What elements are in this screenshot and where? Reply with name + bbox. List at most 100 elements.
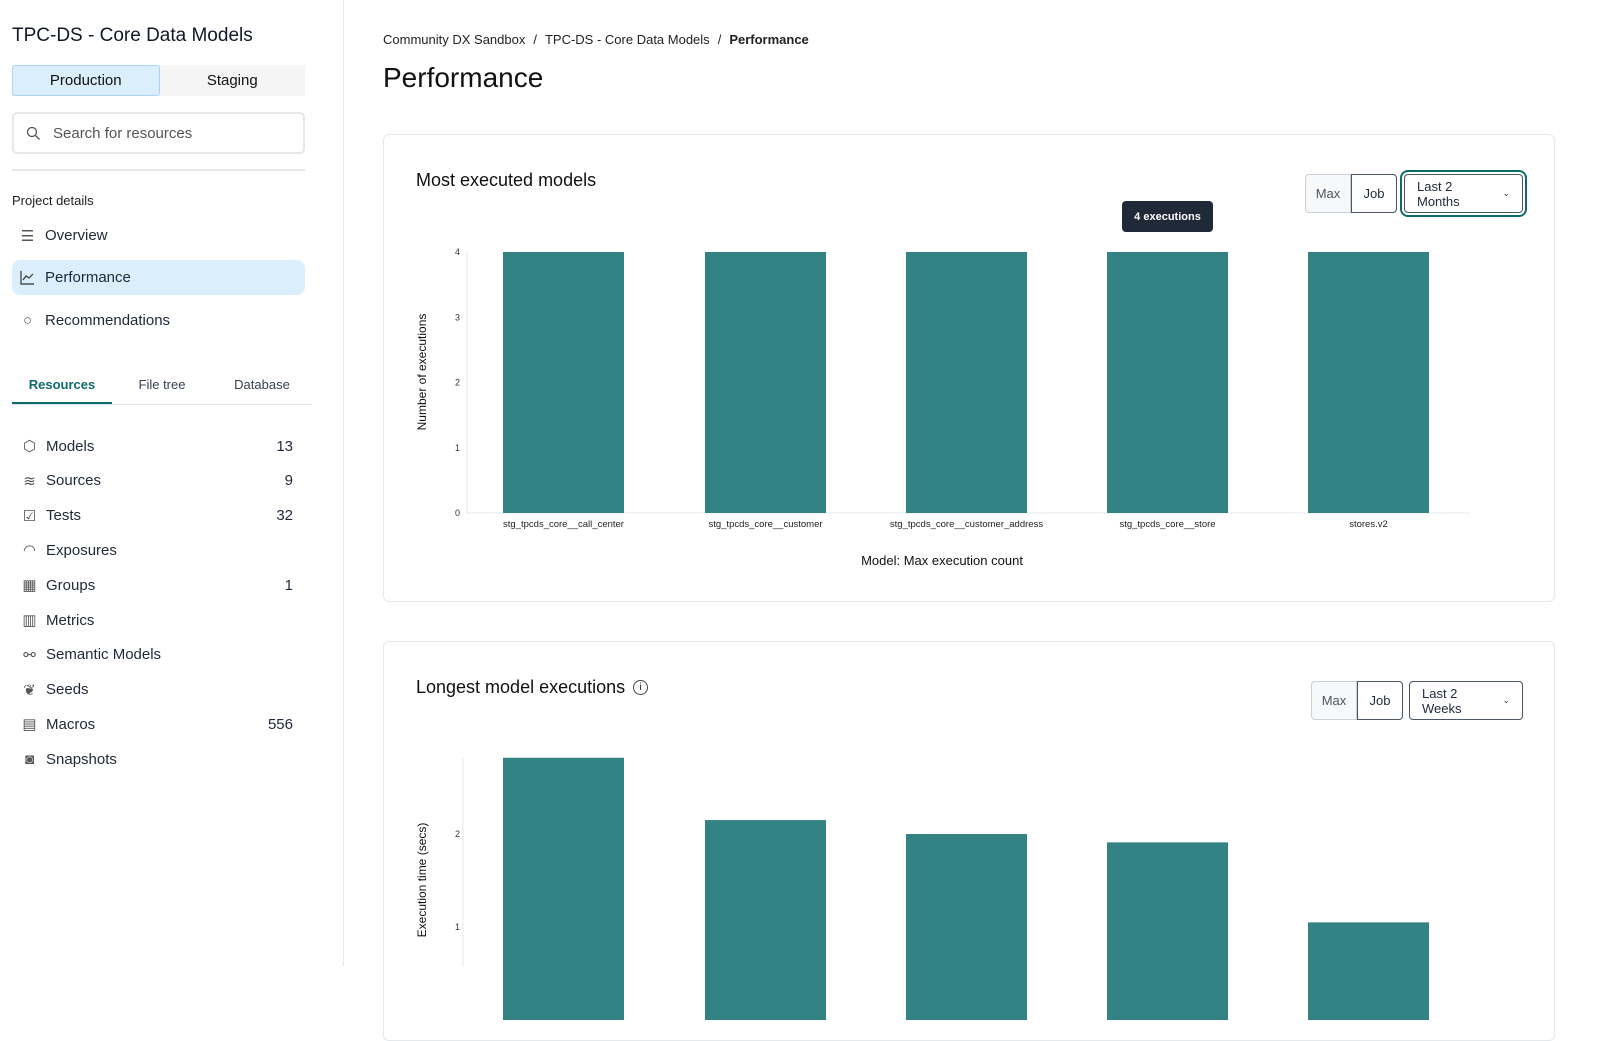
job-button[interactable]: Job: [1351, 174, 1397, 213]
divider: [12, 169, 305, 171]
sprout-icon: ❦: [23, 681, 36, 699]
chart-tooltip: 4 executions: [1122, 201, 1213, 232]
range-dropdown[interactable]: Last 2 Months ⌄: [1404, 174, 1523, 213]
resource-label: Seeds: [46, 681, 89, 699]
y-tick-label: 4: [455, 247, 460, 257]
resource-label: Semantic Models: [46, 646, 162, 664]
x-tick-label: stg_tpcds_core__store: [1119, 519, 1215, 530]
x-tick-label: stg_tpcds_core__customer_address: [890, 519, 1043, 530]
gauge-icon: ◠: [22, 542, 37, 560]
x-tick-label: stg_tpcds_core__customer: [708, 519, 822, 530]
y-tick-label: 3: [455, 312, 460, 322]
resource-count: 9: [284, 472, 293, 490]
resource-snapshots[interactable]: ◙ Snapshots: [22, 744, 293, 774]
tab-database[interactable]: Database: [234, 377, 290, 392]
y-tick-label: 1: [455, 443, 460, 453]
lightbulb-icon: ○: [22, 312, 33, 329]
range-dropdown[interactable]: Last 2 Weeks ⌄: [1409, 681, 1523, 720]
resource-label: Tests: [46, 507, 82, 525]
camera-icon: ◙: [24, 750, 35, 768]
resource-label: Snapshots: [46, 750, 117, 768]
grid-icon: ▦: [22, 577, 37, 595]
y-axis-title: Number of executions: [415, 314, 429, 431]
nav-recommendations[interactable]: ○ Recommendations: [12, 303, 305, 338]
nav-overview[interactable]: ☰ Overview: [12, 218, 305, 253]
bar: [1107, 842, 1228, 1020]
resource-count: 13: [276, 437, 293, 455]
resource-semantic-models[interactable]: ⚯ Semantic Models: [22, 640, 293, 670]
search-input[interactable]: [53, 124, 273, 142]
y-tick-label: 1: [455, 922, 460, 932]
info-icon[interactable]: i: [633, 680, 649, 695]
max-button[interactable]: Max: [1311, 681, 1357, 720]
resource-count: 1: [284, 576, 293, 594]
page-title: Performance: [383, 62, 544, 93]
bar-stg_tpcds_core__customer: [705, 252, 826, 513]
env-production-button[interactable]: Production: [12, 65, 160, 96]
x-tick-label: stg_tpcds_core__call_center: [503, 519, 624, 530]
resource-sources[interactable]: ≋ Sources 9: [22, 466, 293, 496]
bar: [906, 834, 1027, 1020]
bar: [705, 820, 826, 1020]
file-text-icon: ▤: [22, 716, 37, 734]
nav-label: Overview: [45, 227, 108, 244]
resource-tabs: Resources File tree Database: [12, 368, 312, 405]
resource-macros[interactable]: ▤ Macros 556: [22, 709, 293, 739]
y-tick-label: 2: [455, 378, 460, 388]
bar-stg_tpcds_core__call_center: [503, 252, 624, 513]
breadcrumb-current: Performance: [729, 32, 809, 47]
nav-performance[interactable]: Performance: [12, 260, 305, 295]
bar-chart-icon: ▥: [22, 612, 37, 629]
breadcrumb-separator: /: [717, 32, 722, 47]
breadcrumb-link[interactable]: Community DX Sandbox: [383, 32, 526, 47]
resource-label: Macros: [46, 715, 96, 733]
range-value: Last 2 Weeks: [1422, 685, 1462, 716]
resource-label: Exposures: [46, 541, 117, 559]
range-value: Last 2 Months: [1417, 178, 1460, 209]
resource-exposures[interactable]: ◠ Exposures: [22, 535, 293, 565]
cube-icon: ⬡: [22, 438, 37, 455]
y-axis-title: Execution time (secs): [415, 823, 429, 938]
project-title: TPC-DS - Core Data Models: [12, 25, 253, 46]
bar: [503, 757, 624, 1020]
bar-stg_tpcds_core__store: [1107, 252, 1228, 513]
charts-layer: 0 1 2 3 4 stg_tpcds_core__call_center stg_tpcd…: [415, 247, 1469, 1020]
metric-toggle: Max Job: [1305, 174, 1397, 213]
sidebar: TPC-DS - Core Data Models Production Sta…: [0, 0, 344, 966]
y-tick-label: 0: [455, 508, 460, 518]
resource-label: Models: [46, 437, 95, 455]
list-icon: ☰: [20, 227, 35, 245]
x-axis-title: Model: Max execution count: [861, 553, 1023, 568]
longest-executions-card: Longest model executions i Max Job Last 2…: [383, 641, 1555, 1041]
line-chart-icon: [20, 270, 35, 285]
tab-resources[interactable]: Resources: [12, 368, 112, 404]
job-button[interactable]: Job: [1357, 681, 1403, 720]
resource-models[interactable]: ⬡ Models 13: [22, 431, 293, 461]
clipboard-check-icon: ☑: [22, 507, 37, 525]
resource-groups[interactable]: ▦ Groups 1: [22, 570, 293, 600]
bar-stg_tpcds_core__customer_address: [906, 252, 1027, 513]
bar-stores.v2: [1308, 252, 1429, 513]
env-staging-button[interactable]: Staging: [206, 72, 258, 89]
breadcrumb-separator: /: [533, 32, 537, 47]
resource-seeds[interactable]: ❦ Seeds: [22, 675, 293, 705]
resource-label: Sources: [46, 472, 102, 490]
nav-label: Performance: [45, 269, 131, 286]
max-button[interactable]: Max: [1305, 174, 1351, 213]
most-executed-card: Most executed models Max Job Last 2 Mont…: [383, 134, 1555, 602]
search-box: [12, 112, 305, 154]
metric-toggle: Max Job: [1311, 681, 1403, 720]
resource-count: 556: [267, 715, 293, 733]
chevron-down-icon: ⌄: [1502, 188, 1510, 198]
chevron-down-icon: ⌄: [1502, 695, 1510, 705]
tab-file-tree[interactable]: File tree: [138, 377, 186, 392]
section-title: Project details: [12, 193, 94, 208]
nav-label: Recommendations: [45, 312, 171, 329]
card-title-text: Longest model executions: [416, 677, 626, 697]
y-tick-label: 2: [455, 829, 460, 839]
breadcrumb-link[interactable]: TPC-DS - Core Data Models: [544, 32, 710, 47]
resource-tests[interactable]: ☑ Tests 32: [22, 501, 293, 531]
resource-metrics[interactable]: ▥ Metrics: [22, 605, 293, 635]
database-icon: ≋: [23, 472, 36, 490]
card-title: Most executed models: [416, 170, 597, 190]
